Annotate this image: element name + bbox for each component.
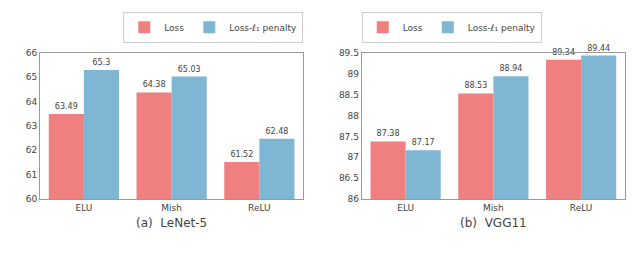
svg-text:Loss: Loss [403, 23, 423, 33]
svg-text:61: 61 [26, 170, 37, 180]
svg-text:(a) LeNet-5: (a) LeNet-5 [136, 216, 207, 230]
svg-text:89.34: 89.34 [552, 48, 575, 57]
svg-text:62: 62 [26, 145, 37, 155]
svg-text:64.38: 64.38 [143, 80, 166, 89]
svg-text:61.52: 61.52 [230, 150, 253, 159]
svg-text:ELU: ELU [397, 203, 414, 213]
svg-text:88.53: 88.53 [464, 81, 487, 90]
svg-text:ELU: ELU [75, 203, 92, 213]
svg-text:88.5: 88.5 [339, 90, 359, 100]
svg-text:88.94: 88.94 [499, 64, 522, 73]
svg-text:65: 65 [26, 72, 37, 82]
svg-text:89.5: 89.5 [339, 48, 359, 58]
svg-text:62.48: 62.48 [265, 127, 288, 136]
svg-text:87.17: 87.17 [412, 138, 435, 147]
svg-text:89.44: 89.44 [587, 44, 610, 53]
svg-text:Loss-ℓ₁ penalty: Loss-ℓ₁ penalty [229, 23, 297, 33]
svg-text:65.3: 65.3 [93, 58, 111, 67]
svg-text:64: 64 [26, 97, 38, 107]
svg-text:(b) VGG11: (b) VGG11 [460, 216, 527, 230]
svg-text:89: 89 [347, 69, 359, 79]
svg-text:88: 88 [347, 111, 359, 121]
svg-text:Mish: Mish [483, 203, 504, 213]
svg-text:ReLU: ReLU [248, 203, 271, 213]
svg-text:66: 66 [26, 48, 38, 58]
svg-text:65.03: 65.03 [178, 65, 201, 74]
svg-text:87.38: 87.38 [377, 129, 400, 138]
svg-text:87.5: 87.5 [339, 132, 359, 142]
svg-text:87: 87 [347, 152, 358, 162]
svg-text:63: 63 [26, 121, 37, 131]
svg-text:ReLU: ReLU [570, 203, 593, 213]
svg-text:60: 60 [26, 194, 38, 204]
svg-text:Loss-ℓ₁ penalty: Loss-ℓ₁ penalty [468, 23, 536, 33]
svg-text:Mish: Mish [161, 203, 182, 213]
svg-text:Loss: Loss [164, 23, 184, 33]
svg-text:86: 86 [347, 194, 359, 204]
svg-text:86.5: 86.5 [339, 173, 359, 183]
svg-text:63.49: 63.49 [55, 102, 78, 111]
